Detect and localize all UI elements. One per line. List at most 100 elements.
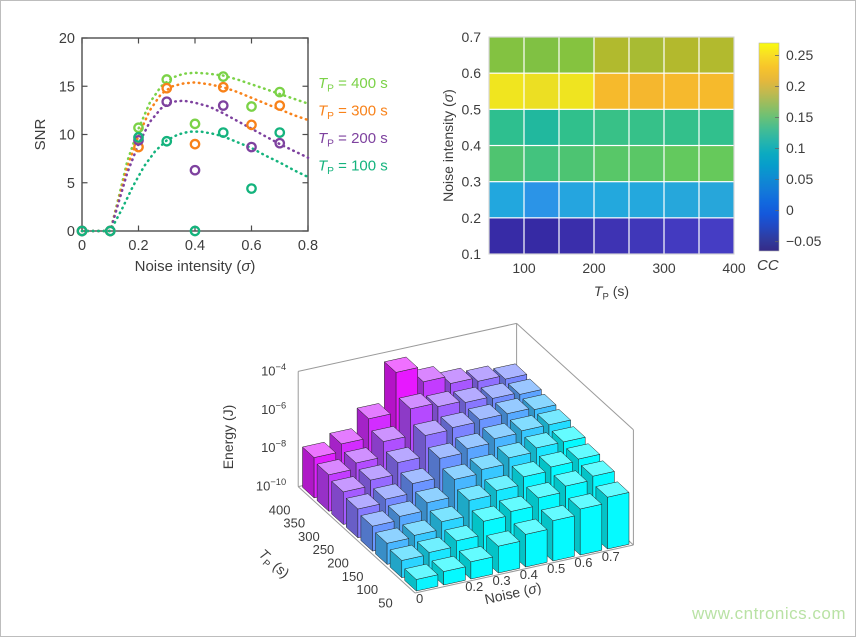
heatmap-cell bbox=[629, 146, 664, 182]
colorbar-tick-label: 0 bbox=[786, 202, 794, 218]
z-axis-label: Energy (J) bbox=[220, 405, 236, 470]
y-tick-label: 15 bbox=[59, 79, 75, 95]
bar-top-face bbox=[431, 555, 466, 572]
bar-top-face bbox=[453, 386, 488, 403]
bar-top-face bbox=[426, 390, 460, 407]
x-axis-label: Noise intensity (σ) bbox=[135, 258, 256, 275]
bar-top-face bbox=[513, 518, 548, 535]
noise-tick-label: 0.7 bbox=[602, 549, 620, 564]
heatmap-cell bbox=[699, 37, 734, 73]
bar-top-face bbox=[526, 482, 561, 499]
heatmap-cell bbox=[489, 146, 524, 182]
z-tick-label: 10−4 bbox=[261, 362, 286, 379]
bar3d-bar bbox=[541, 505, 575, 562]
x-tick-label: 0.2 bbox=[128, 238, 148, 254]
fit-curve bbox=[80, 130, 310, 233]
z-tick-label: 10−6 bbox=[261, 400, 286, 417]
data-point bbox=[189, 225, 201, 237]
bar-top-face bbox=[444, 525, 479, 542]
heatmap-cell bbox=[594, 182, 629, 218]
axes-box bbox=[81, 37, 309, 232]
colorbar-tick-label: 0.15 bbox=[786, 109, 813, 125]
bar3d-bar bbox=[459, 546, 493, 580]
bar-top-face bbox=[486, 530, 521, 547]
bar-top-face bbox=[398, 393, 433, 410]
noise-tick-label: 0 bbox=[416, 591, 423, 606]
data-point bbox=[133, 141, 144, 153]
data-point bbox=[217, 71, 229, 82]
bar-top-face bbox=[493, 363, 528, 380]
fit-curve bbox=[80, 71, 310, 233]
data-point bbox=[104, 225, 116, 237]
axes-frame-line bbox=[297, 486, 416, 594]
y-axis-label: Noise intensity (σ) bbox=[440, 89, 456, 202]
heatmap-cell bbox=[629, 37, 664, 73]
heatmap-cell bbox=[664, 73, 699, 109]
heatmap-cell bbox=[524, 37, 559, 73]
bar-top-face bbox=[480, 382, 515, 399]
bar-top-face bbox=[553, 470, 588, 487]
y-tick-label: 10 bbox=[59, 128, 75, 144]
heatmap-cell bbox=[559, 146, 594, 182]
legend-entry: TP = 400 s bbox=[318, 75, 388, 95]
energy-bar3d-panel: 10−4 10−6 10−8 10−10 50100150200250300350400… bbox=[220, 322, 634, 610]
y-tick-label: 0.4 bbox=[462, 138, 482, 154]
bar-top-face bbox=[581, 460, 615, 477]
bar-top-face bbox=[509, 415, 544, 432]
bar-top-face bbox=[440, 411, 475, 428]
bar-top-face bbox=[442, 463, 477, 480]
y-tick-label: 0.3 bbox=[462, 174, 482, 190]
bar-top-face bbox=[375, 527, 410, 544]
data-point bbox=[76, 225, 88, 237]
bar-top-face bbox=[499, 495, 533, 512]
data-point bbox=[246, 119, 257, 131]
data-point bbox=[189, 118, 201, 130]
heatmap-cell bbox=[559, 37, 594, 73]
x-tick-label: 0.6 bbox=[241, 238, 261, 254]
bar3d-bar bbox=[404, 563, 439, 592]
data-point bbox=[217, 127, 229, 138]
heatmap-cell bbox=[489, 109, 524, 145]
heatmap-cell bbox=[489, 218, 524, 254]
bar3d-area: 10−4 10−6 10−8 10−10 50100150200250300350400… bbox=[220, 322, 634, 610]
bar-top-face bbox=[360, 510, 395, 527]
bar-top-face bbox=[511, 461, 546, 478]
data-point bbox=[133, 132, 144, 143]
noise-tick-label: 0.5 bbox=[547, 561, 565, 576]
bar-top-face bbox=[331, 476, 366, 493]
bar-top-face bbox=[484, 474, 519, 491]
heatmap-cell bbox=[699, 146, 734, 182]
bar-front-face bbox=[552, 515, 575, 562]
bar-top-face bbox=[384, 356, 418, 373]
bar-top-face bbox=[524, 432, 559, 449]
heatmap-cell bbox=[699, 218, 734, 254]
bar-top-face bbox=[568, 493, 603, 510]
bar-top-face bbox=[413, 419, 448, 436]
bar-top-face bbox=[469, 453, 504, 470]
heatmap-cell bbox=[489, 73, 524, 109]
noise-tick-label: 0.6 bbox=[574, 555, 592, 570]
colorbar-tick-label: 0.05 bbox=[786, 171, 813, 187]
tp-tick-label: 150 bbox=[342, 569, 364, 584]
data-point bbox=[246, 183, 257, 194]
y-tick-label: 0.7 bbox=[462, 29, 482, 45]
x-tick-label: 0.8 bbox=[298, 238, 318, 254]
bar-top-face bbox=[471, 505, 506, 522]
noise-tick-label: 0.4 bbox=[520, 567, 538, 582]
bar-top-face bbox=[344, 447, 378, 464]
data-point bbox=[161, 82, 173, 94]
noise-tick-label: 0.2 bbox=[465, 579, 483, 594]
bar-top-face bbox=[429, 506, 464, 522]
axes-frame-line bbox=[516, 323, 634, 431]
x-tick-label: 200 bbox=[582, 260, 606, 276]
heatmap-cell bbox=[524, 182, 559, 218]
heatmap-cell bbox=[629, 182, 664, 218]
bar-top-face bbox=[389, 544, 424, 561]
bar-top-face bbox=[457, 484, 491, 501]
heatmap-cell bbox=[664, 146, 699, 182]
bar-top-face bbox=[417, 536, 451, 553]
bar-front-face bbox=[579, 503, 603, 556]
data-point bbox=[133, 122, 144, 134]
watermark: www.cntronics.com bbox=[692, 604, 846, 623]
